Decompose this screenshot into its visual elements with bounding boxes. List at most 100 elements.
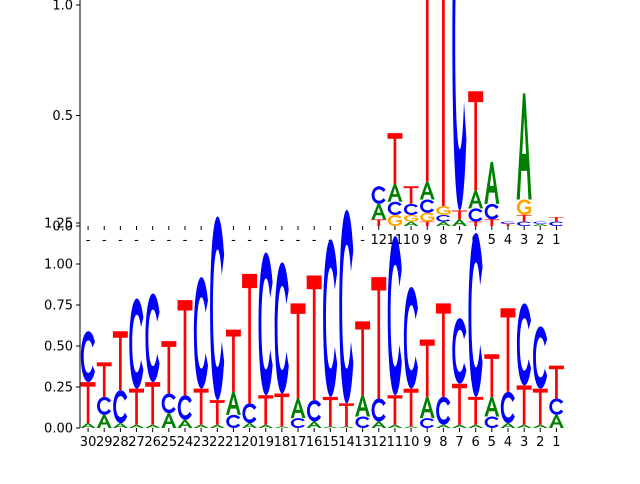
logo-letter-C (323, 239, 338, 397)
y-tick-label: 0.25 (44, 381, 73, 396)
logo-letter-A (371, 203, 387, 220)
x-tick-label: 11 (387, 435, 404, 450)
x-tick-label: 15 (322, 435, 339, 450)
x-tick-label: 21 (225, 435, 242, 450)
y-tick-label: 1.25 (44, 217, 73, 232)
x-tick-label: - (166, 233, 171, 248)
logo-letter-T (452, 210, 467, 220)
x-tick-label: 3 (520, 233, 528, 248)
logo-letter-C (193, 277, 209, 389)
logo-letter-T (484, 219, 500, 226)
logo-letter-A (145, 424, 161, 428)
logo-letter-T (161, 341, 177, 394)
logo-letter-C (371, 398, 386, 422)
logo-letter-C (403, 286, 418, 389)
x-tick-label: 13 (354, 435, 371, 450)
logo-letter-C (113, 390, 128, 424)
logo-letter-C (436, 214, 451, 222)
logo-letter-A (468, 424, 484, 428)
logo-letter-T (177, 300, 193, 396)
logo-letter-C (549, 221, 564, 226)
x-tick-label: - (102, 233, 107, 248)
logo-letter-C (549, 398, 564, 415)
logo-letter-A (161, 413, 177, 428)
logo-letter-C (452, 318, 467, 384)
logo-letter-T (258, 395, 274, 425)
logo-letter-T (435, 0, 451, 207)
x-tick-label: 24 (177, 435, 194, 450)
logo-letter-G (403, 214, 419, 222)
logo-letter-A (242, 423, 258, 428)
y-tick-label: 1.00 (44, 258, 73, 273)
x-tick-label: 5 (488, 435, 496, 450)
logo-letter-C (420, 418, 435, 428)
x-tick-label: 9 (423, 435, 431, 450)
logo-letter-C (533, 221, 548, 224)
x-tick-label: - (312, 233, 317, 248)
logo-letter-T (145, 382, 161, 425)
logo-letter-C (468, 232, 483, 397)
logo-letter-T (419, 339, 435, 397)
logo-letter-T (242, 273, 258, 404)
logo-letter-T (371, 277, 387, 399)
logo-letter-C (161, 393, 176, 414)
logo-letter-C (177, 395, 192, 420)
x-tick-label: 7 (455, 435, 463, 450)
logo-letter-A (516, 424, 532, 428)
logo-letter-C (339, 209, 354, 404)
x-tick-label: 25 (161, 435, 178, 450)
x-tick-label: 4 (504, 435, 512, 450)
logo-letter-A (274, 426, 290, 428)
x-tick-label: 12 (371, 233, 388, 248)
x-tick-label: - (150, 233, 155, 248)
logo-letter-C (226, 414, 241, 428)
logo-letter-A (387, 184, 403, 202)
logo-letter-T (403, 388, 419, 427)
x-tick-label: 10 (403, 435, 420, 450)
logo-letter-A (419, 396, 435, 419)
logo-letter-C (258, 252, 273, 396)
logo-letter-A (355, 395, 371, 417)
logo-letter-T (468, 396, 484, 425)
x-tick-label: 1 (552, 435, 560, 450)
x-tick-label: - (118, 233, 123, 248)
logo-letter-C (80, 331, 95, 383)
logo-letter-A (532, 424, 548, 428)
logo-letter-A (387, 424, 403, 428)
logo-panel-top: 0.00.51.01.5------------------1211109876… (52, 0, 564, 248)
logo-letter-A (516, 93, 532, 200)
logo-letter-G (387, 214, 403, 226)
logo-letter-A (177, 419, 193, 428)
logo-letter-G (516, 199, 532, 215)
logo-letter-T (500, 308, 516, 392)
logo-letter-T (548, 365, 564, 399)
x-tick-label: 23 (193, 435, 210, 450)
x-tick-label: 2 (536, 435, 544, 450)
y-tick-label: 0.75 (44, 299, 73, 314)
x-tick-label: 28 (112, 435, 129, 450)
x-tick-label: - (263, 233, 268, 248)
logo-letter-C (306, 400, 322, 422)
logo-letter-A (112, 423, 128, 428)
logo-letter-A (484, 161, 500, 204)
logo-letter-T (112, 331, 128, 391)
logo-letter-C (210, 216, 225, 401)
x-tick-label: 17 (290, 435, 307, 450)
logo-letter-T (548, 217, 564, 222)
logo-letter-T (306, 275, 322, 401)
x-tick-label: - (231, 233, 236, 248)
x-tick-label: 8 (439, 233, 447, 248)
logo-letter-A (80, 423, 96, 428)
x-tick-label: 12 (371, 435, 388, 450)
x-tick-label: - (296, 233, 301, 248)
logo-letter-A (468, 190, 484, 209)
y-tick-label: 0.5 (52, 109, 73, 124)
x-tick-label: - (183, 233, 188, 248)
logo-letter-A (96, 414, 112, 428)
logo-letter-G (436, 206, 451, 215)
logo-letter-C (533, 326, 548, 389)
logo-letter-T (322, 396, 338, 427)
